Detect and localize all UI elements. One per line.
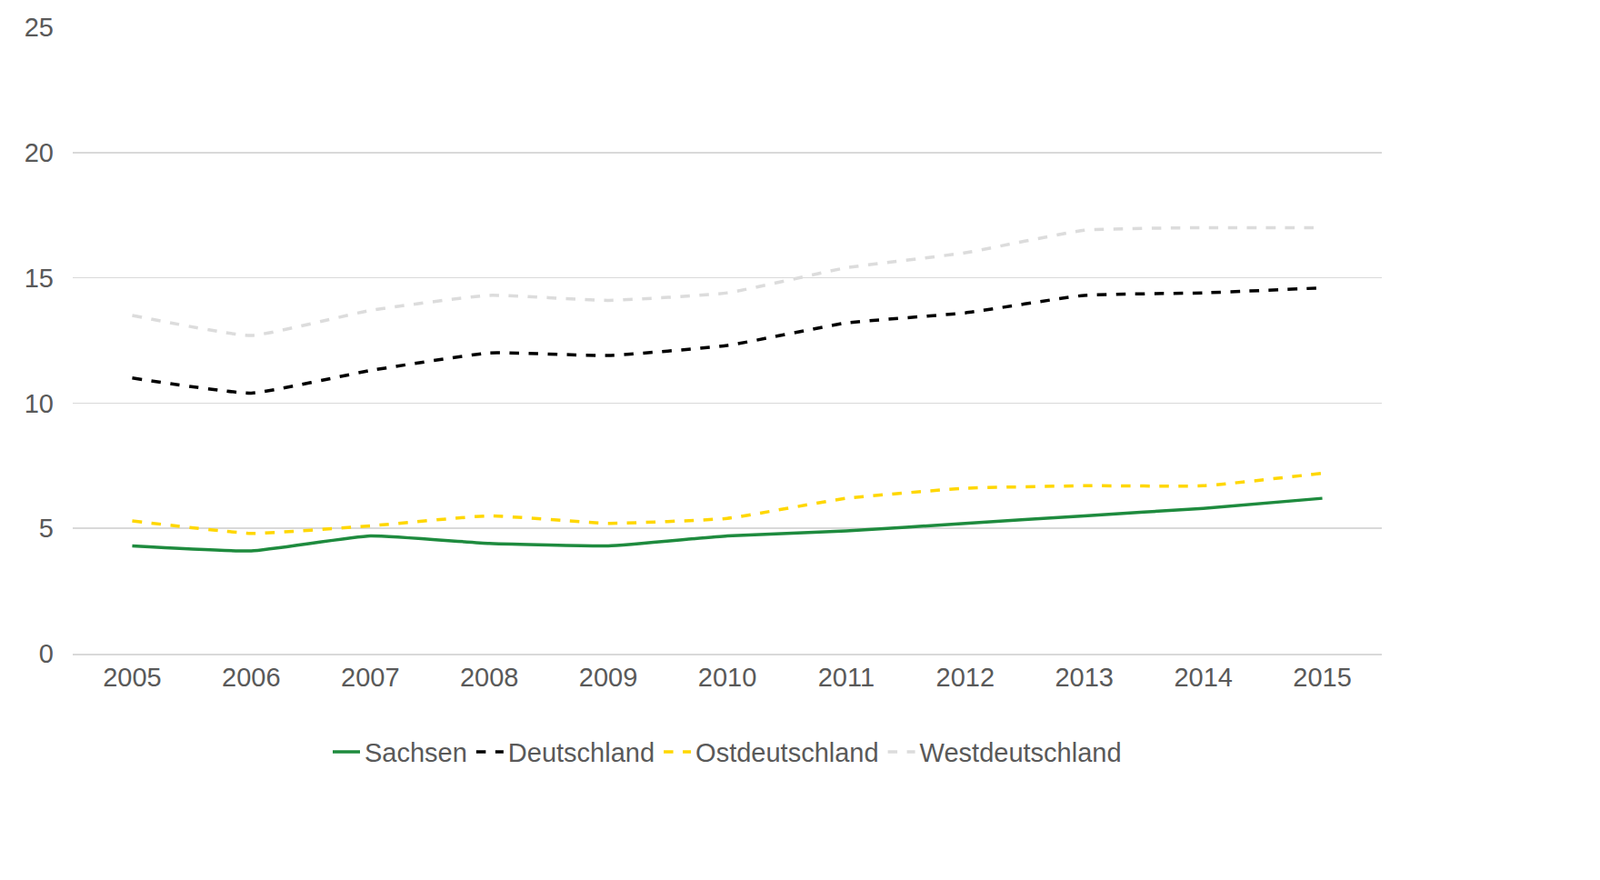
svg-text:Sachsen: Sachsen [364,738,468,768]
svg-text:Deutschland: Deutschland [508,738,655,768]
svg-text:2013: 2013 [1054,662,1114,692]
svg-text:2010: 2010 [698,662,758,692]
svg-text:2007: 2007 [340,662,400,692]
svg-text:Ostdeutschland: Ostdeutschland [695,738,880,768]
svg-text:Westdeutschland: Westdeutschland [920,738,1122,768]
svg-text:2011: 2011 [818,662,875,692]
svg-text:2005: 2005 [102,662,162,692]
svg-text:2015: 2015 [1292,662,1352,692]
svg-text:25: 25 [24,12,54,42]
svg-text:15: 15 [24,263,54,293]
svg-text:2009: 2009 [579,662,639,692]
svg-text:2012: 2012 [936,662,996,692]
svg-text:0: 0 [39,639,54,669]
svg-text:20: 20 [24,138,54,168]
svg-text:2008: 2008 [460,662,520,692]
svg-text:5: 5 [39,513,54,543]
svg-text:10: 10 [24,389,54,419]
svg-text:2014: 2014 [1173,662,1233,692]
svg-text:2006: 2006 [221,662,281,692]
